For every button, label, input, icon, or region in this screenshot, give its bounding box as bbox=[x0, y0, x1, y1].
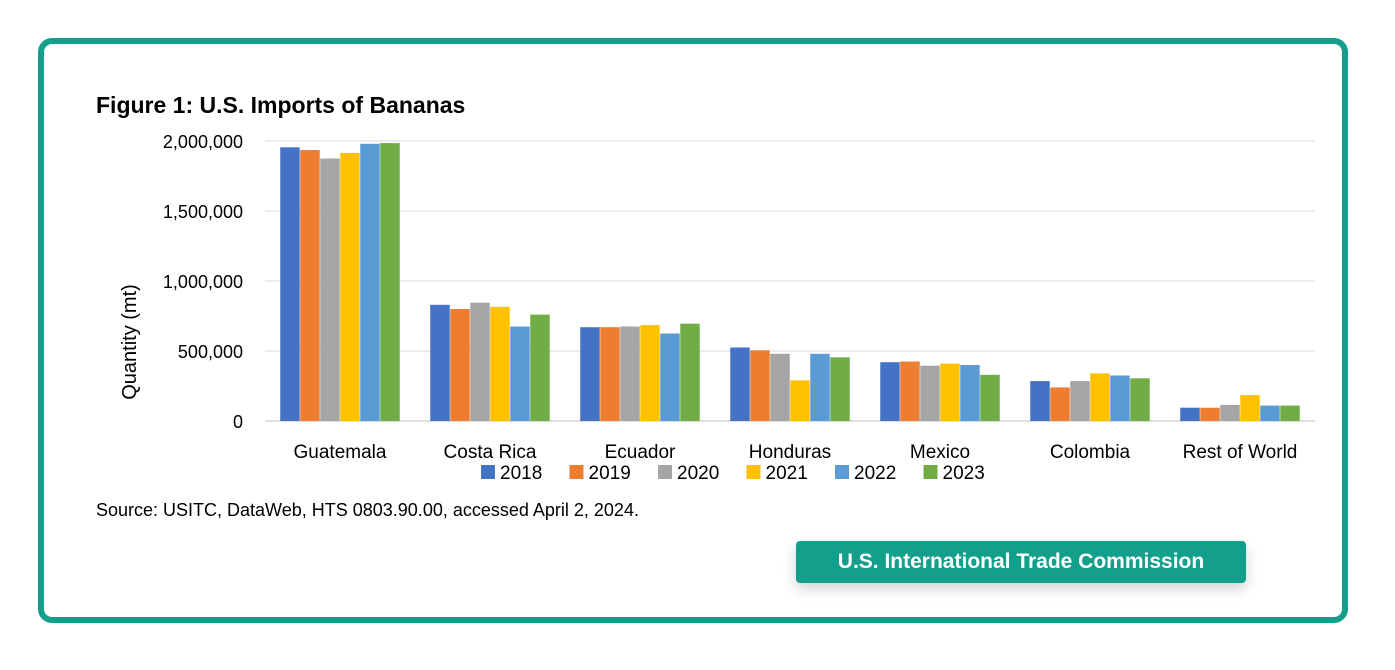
legend-label: 2023 bbox=[943, 463, 985, 484]
bar-2019 bbox=[300, 150, 320, 421]
bar-2022 bbox=[360, 143, 380, 422]
y-tick-label: 2,000,000 bbox=[163, 132, 243, 152]
x-tick-label: Ecuador bbox=[605, 442, 676, 463]
bar-2023 bbox=[1280, 405, 1300, 421]
bar-2020 bbox=[1070, 381, 1090, 421]
bar-2020 bbox=[1220, 404, 1240, 421]
y-tick-label: 1,500,000 bbox=[163, 202, 243, 222]
x-tick-label: Costa Rica bbox=[444, 442, 537, 463]
bar-2023 bbox=[1130, 378, 1150, 421]
legend: 2018 2019 2020 2021 2022 2023 bbox=[481, 463, 985, 484]
bar-2023 bbox=[380, 143, 400, 421]
bar-2022 bbox=[960, 365, 980, 421]
bar-2021 bbox=[1090, 373, 1110, 421]
bar-2020 bbox=[320, 158, 340, 421]
bar-2019 bbox=[1200, 407, 1220, 421]
bar-2022 bbox=[810, 353, 830, 421]
bar-2023 bbox=[830, 357, 850, 421]
y-tick-label: 0 bbox=[233, 412, 243, 432]
bar-2023 bbox=[680, 323, 700, 421]
legend-label: 2019 bbox=[589, 463, 631, 484]
legend-swatch-2022 bbox=[835, 465, 849, 479]
y-axis-label: Quantity (mt) bbox=[119, 284, 141, 400]
bar-2019 bbox=[900, 361, 920, 421]
bar-2020 bbox=[620, 326, 640, 421]
organization-badge: U.S. International Trade Commission bbox=[796, 541, 1246, 583]
bar-2021 bbox=[490, 306, 510, 421]
bar-2018 bbox=[1030, 381, 1050, 421]
bar-2018 bbox=[280, 147, 300, 422]
y-tick-labels: 0 500,000 1,000,000 1,500,000 2,000,000 bbox=[163, 132, 243, 432]
bar-2021 bbox=[940, 363, 960, 421]
legend-label: 2020 bbox=[677, 463, 719, 484]
y-tick-label: 500,000 bbox=[178, 342, 243, 362]
bar-2018 bbox=[730, 347, 750, 421]
legend-swatch-2020 bbox=[658, 465, 672, 479]
bar-2022 bbox=[660, 333, 680, 421]
bar-2019 bbox=[450, 309, 470, 421]
legend-label: 2021 bbox=[766, 463, 808, 484]
bar-2021 bbox=[640, 325, 660, 421]
bar-2018 bbox=[580, 327, 600, 421]
x-tick-label: Guatemala bbox=[294, 442, 387, 463]
bar-2020 bbox=[770, 353, 790, 421]
bars bbox=[280, 143, 1300, 422]
bar-2022 bbox=[510, 326, 530, 421]
legend-label: 2018 bbox=[500, 463, 542, 484]
legend-swatch-2018 bbox=[481, 465, 495, 479]
bar-2023 bbox=[530, 314, 550, 421]
chart-title: Figure 1: U.S. Imports of Bananas bbox=[96, 92, 466, 118]
bar-2018 bbox=[1180, 407, 1200, 421]
x-tick-label: Honduras bbox=[749, 442, 831, 463]
legend-swatch-2021 bbox=[746, 465, 761, 479]
source-note: Source: USITC, DataWeb, HTS 0803.90.00, … bbox=[96, 500, 639, 520]
bar-2021 bbox=[340, 152, 360, 421]
bar-2021 bbox=[790, 380, 810, 421]
gridlines bbox=[265, 140, 1315, 422]
bar-2021 bbox=[1240, 395, 1260, 421]
y-tick-label: 1,000,000 bbox=[163, 272, 243, 292]
bar-2023 bbox=[980, 374, 1000, 421]
x-tick-labels: Guatemala Costa Rica Ecuador Honduras Mexico… bbox=[294, 442, 1298, 463]
bar-2019 bbox=[750, 350, 770, 421]
bar-2020 bbox=[470, 302, 490, 421]
legend-swatch-2019 bbox=[569, 465, 584, 479]
x-tick-label: Colombia bbox=[1050, 442, 1131, 463]
legend-label: 2022 bbox=[854, 463, 896, 484]
x-tick-label: Mexico bbox=[910, 442, 970, 463]
legend-swatch-2023 bbox=[923, 465, 938, 479]
bar-2020 bbox=[920, 365, 940, 421]
bar-2022 bbox=[1110, 375, 1130, 421]
bar-2018 bbox=[880, 362, 900, 421]
bar-2022 bbox=[1260, 405, 1280, 421]
bar-2018 bbox=[430, 304, 450, 421]
x-tick-label: Rest of World bbox=[1183, 442, 1298, 463]
bar-2019 bbox=[600, 327, 620, 421]
bar-2019 bbox=[1050, 387, 1070, 421]
